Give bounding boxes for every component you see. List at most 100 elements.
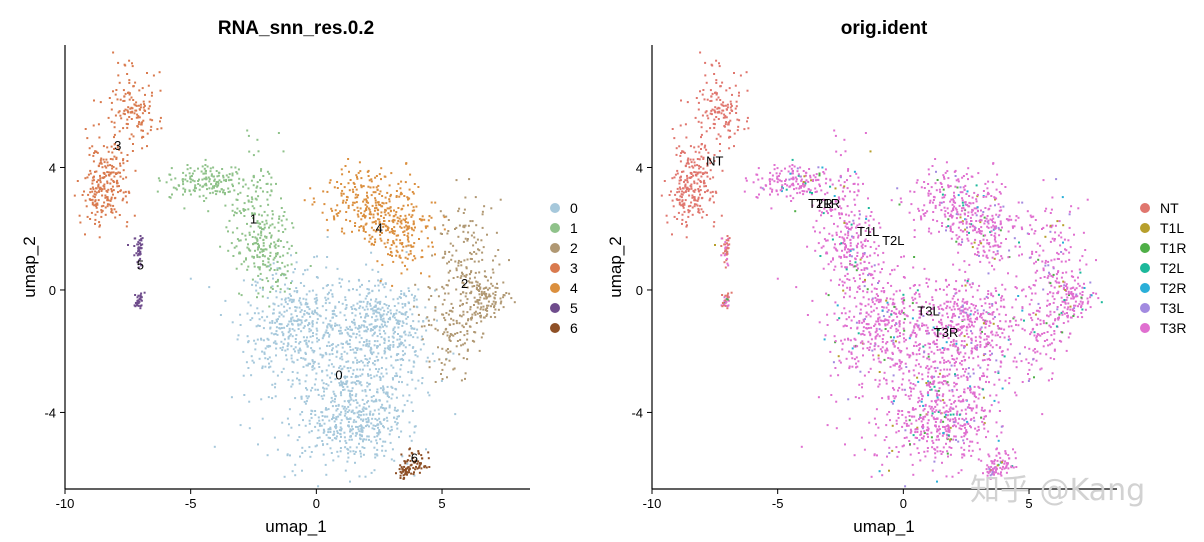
data-point bbox=[290, 354, 293, 357]
data-point bbox=[494, 286, 497, 289]
data-point bbox=[965, 343, 968, 346]
data-point bbox=[335, 315, 338, 317]
data-point bbox=[216, 185, 219, 188]
data-point bbox=[327, 364, 330, 367]
data-point bbox=[208, 286, 211, 289]
data-point bbox=[997, 370, 1000, 373]
data-point bbox=[459, 304, 461, 307]
data-point bbox=[360, 426, 363, 429]
data-point bbox=[349, 179, 352, 181]
data-point bbox=[424, 306, 427, 309]
data-point bbox=[122, 197, 125, 200]
data-point bbox=[459, 331, 462, 333]
data-point bbox=[997, 401, 1000, 404]
data-point bbox=[291, 222, 294, 225]
data-point bbox=[855, 366, 857, 369]
data-point bbox=[329, 437, 331, 439]
data-point bbox=[192, 189, 195, 192]
data-point bbox=[980, 313, 982, 316]
data-point bbox=[111, 167, 114, 170]
data-point bbox=[955, 412, 958, 415]
data-point bbox=[93, 152, 96, 154]
data-point bbox=[136, 116, 139, 119]
data-point bbox=[995, 435, 998, 438]
data-point bbox=[487, 304, 490, 307]
data-point bbox=[979, 336, 982, 339]
data-point bbox=[391, 393, 394, 396]
data-point bbox=[358, 382, 361, 385]
data-point bbox=[345, 306, 348, 309]
data-point bbox=[333, 309, 335, 312]
data-point bbox=[352, 321, 355, 324]
data-point bbox=[850, 226, 853, 229]
data-point bbox=[912, 299, 915, 302]
data-point bbox=[368, 208, 371, 211]
data-point bbox=[892, 319, 895, 322]
data-point bbox=[745, 179, 748, 182]
data-point bbox=[818, 174, 821, 177]
data-point bbox=[398, 254, 401, 257]
data-point bbox=[259, 251, 261, 254]
data-point bbox=[385, 372, 388, 375]
data-point bbox=[834, 208, 837, 211]
data-point bbox=[404, 469, 407, 472]
data-point bbox=[909, 431, 912, 434]
data-point bbox=[482, 305, 485, 308]
data-point bbox=[929, 389, 932, 391]
data-point bbox=[834, 243, 836, 246]
data-point bbox=[964, 432, 967, 435]
data-point bbox=[244, 234, 247, 237]
data-point bbox=[479, 308, 482, 311]
data-point bbox=[110, 108, 113, 111]
data-point bbox=[933, 418, 936, 421]
data-point bbox=[406, 460, 409, 463]
data-point bbox=[364, 390, 367, 393]
data-point bbox=[379, 237, 382, 240]
data-point bbox=[447, 292, 450, 295]
data-point bbox=[922, 425, 925, 428]
data-point bbox=[449, 350, 452, 353]
data-point bbox=[340, 411, 343, 414]
data-point bbox=[428, 466, 431, 468]
data-point bbox=[199, 184, 202, 187]
data-point bbox=[343, 350, 346, 353]
data-point bbox=[942, 351, 945, 354]
data-point bbox=[362, 200, 365, 203]
data-point bbox=[370, 377, 373, 380]
data-point bbox=[928, 358, 931, 361]
data-point bbox=[394, 406, 397, 409]
data-point bbox=[254, 249, 256, 252]
data-point bbox=[222, 176, 225, 179]
data-point bbox=[926, 392, 929, 394]
data-point bbox=[928, 405, 931, 408]
data-point bbox=[99, 161, 102, 164]
data-point bbox=[260, 169, 262, 172]
data-point bbox=[919, 416, 922, 419]
data-point bbox=[1001, 332, 1004, 335]
data-point bbox=[271, 320, 274, 322]
data-point bbox=[346, 375, 349, 378]
data-point bbox=[413, 209, 416, 212]
data-point bbox=[952, 344, 955, 347]
data-point bbox=[913, 415, 916, 418]
data-point bbox=[354, 381, 356, 384]
data-point bbox=[469, 251, 472, 254]
data-point bbox=[356, 368, 359, 371]
data-point bbox=[78, 214, 81, 217]
data-point bbox=[95, 206, 98, 209]
data-point bbox=[387, 427, 390, 430]
data-point bbox=[360, 186, 363, 189]
data-point bbox=[861, 321, 864, 324]
data-point bbox=[878, 383, 881, 386]
data-point bbox=[415, 305, 418, 308]
data-point bbox=[348, 394, 351, 397]
data-point bbox=[340, 384, 343, 386]
data-point bbox=[136, 296, 139, 299]
data-point bbox=[386, 307, 389, 310]
data-point bbox=[383, 339, 386, 342]
data-point bbox=[414, 468, 417, 471]
data-point bbox=[917, 396, 920, 399]
data-point bbox=[408, 344, 411, 347]
data-point bbox=[412, 220, 415, 223]
data-point bbox=[393, 316, 396, 319]
